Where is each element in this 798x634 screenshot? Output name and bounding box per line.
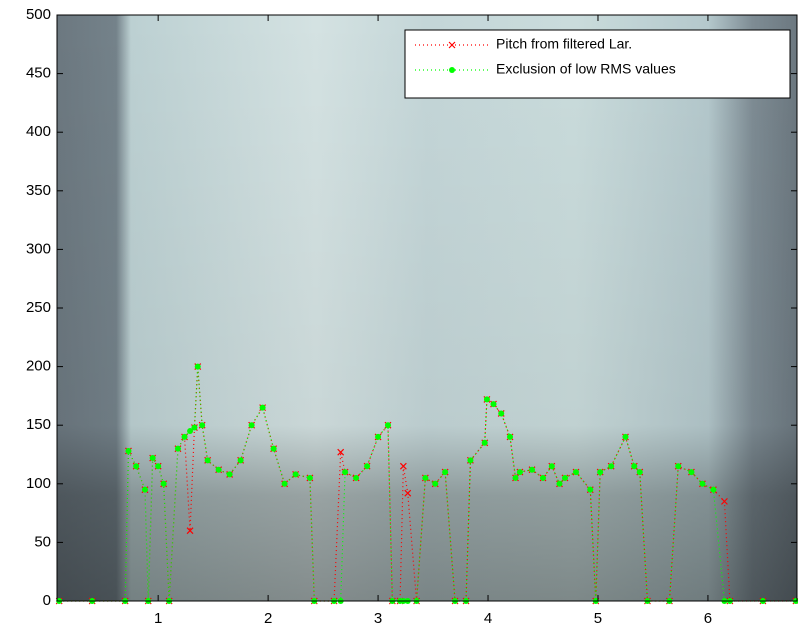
y-tick-label: 300 bbox=[26, 240, 51, 257]
y-tick-label: 0 bbox=[43, 592, 51, 609]
point-marker bbox=[226, 471, 233, 478]
point-marker bbox=[540, 474, 547, 481]
point-marker bbox=[636, 469, 643, 476]
point-marker bbox=[259, 404, 266, 411]
y-tick-label: 400 bbox=[26, 123, 51, 140]
point-marker bbox=[270, 445, 277, 452]
point-marker bbox=[442, 469, 449, 476]
y-tick-label: 450 bbox=[26, 65, 51, 82]
x-tick-label: 4 bbox=[484, 610, 492, 627]
point-marker bbox=[186, 527, 194, 535]
point-marker bbox=[149, 455, 156, 462]
point-marker bbox=[432, 480, 439, 487]
point-marker bbox=[467, 457, 474, 464]
point-marker bbox=[404, 489, 412, 497]
y-tick-label: 200 bbox=[26, 358, 51, 375]
point-marker bbox=[399, 462, 407, 470]
point-marker bbox=[481, 439, 488, 446]
x-tick-label: 6 bbox=[704, 610, 712, 627]
point-marker bbox=[529, 466, 536, 473]
legend-label: Pitch from filtered Lar. bbox=[496, 36, 632, 52]
point-marker bbox=[248, 422, 255, 429]
point-marker bbox=[375, 433, 382, 440]
y-tick-label: 500 bbox=[26, 6, 51, 23]
point-marker bbox=[622, 433, 629, 440]
point-marker bbox=[384, 422, 391, 429]
legend-label: Exclusion of low RMS values bbox=[496, 61, 676, 77]
legend bbox=[404, 29, 791, 99]
spectrogram-shade bbox=[57, 15, 797, 601]
point-marker bbox=[631, 463, 638, 470]
point-marker bbox=[548, 463, 555, 470]
point-marker bbox=[191, 424, 198, 431]
point-marker bbox=[342, 469, 349, 476]
point-marker bbox=[215, 466, 222, 473]
point-marker bbox=[490, 401, 497, 408]
point-marker bbox=[688, 469, 695, 476]
point-marker bbox=[675, 463, 682, 470]
legend-marker bbox=[448, 41, 456, 49]
point-marker bbox=[608, 463, 615, 470]
point-marker bbox=[281, 480, 288, 487]
x-tick-label: 2 bbox=[264, 610, 272, 627]
y-tick-label: 350 bbox=[26, 182, 51, 199]
point-marker bbox=[237, 457, 244, 464]
x-tick-label: 5 bbox=[594, 610, 602, 627]
point-marker bbox=[181, 433, 188, 440]
series-line bbox=[59, 366, 796, 602]
point-marker bbox=[556, 480, 563, 487]
x-tick-label: 1 bbox=[154, 610, 162, 627]
point-marker bbox=[199, 422, 206, 429]
point-marker bbox=[364, 463, 371, 470]
y-tick-label: 250 bbox=[26, 299, 51, 316]
point-marker bbox=[498, 410, 505, 417]
point-marker bbox=[174, 445, 181, 452]
legend-marker bbox=[449, 67, 455, 73]
point-marker bbox=[292, 471, 299, 478]
point-marker bbox=[353, 474, 360, 481]
point-marker bbox=[133, 463, 140, 470]
point-marker bbox=[587, 486, 594, 493]
y-tick-label: 100 bbox=[26, 475, 51, 492]
point-marker bbox=[561, 474, 568, 481]
point-marker bbox=[155, 463, 162, 470]
y-tick-label: 150 bbox=[26, 416, 51, 433]
point-marker bbox=[572, 469, 579, 476]
point-marker bbox=[721, 497, 728, 505]
point-marker bbox=[141, 486, 148, 493]
point-marker bbox=[187, 428, 194, 435]
point-marker bbox=[422, 474, 429, 481]
point-marker bbox=[507, 433, 514, 440]
point-marker bbox=[306, 474, 313, 481]
point-marker bbox=[710, 486, 717, 493]
point-marker bbox=[483, 396, 490, 403]
point-marker bbox=[512, 474, 519, 481]
point-marker bbox=[125, 447, 132, 454]
point-marker bbox=[194, 363, 201, 370]
point-marker bbox=[597, 469, 604, 476]
point-marker bbox=[516, 469, 523, 476]
point-marker bbox=[337, 448, 345, 456]
point-marker bbox=[204, 457, 211, 464]
y-tick-label: 50 bbox=[34, 533, 51, 550]
point-marker bbox=[699, 480, 706, 487]
x-tick-label: 3 bbox=[374, 610, 382, 627]
point-marker bbox=[160, 480, 167, 487]
